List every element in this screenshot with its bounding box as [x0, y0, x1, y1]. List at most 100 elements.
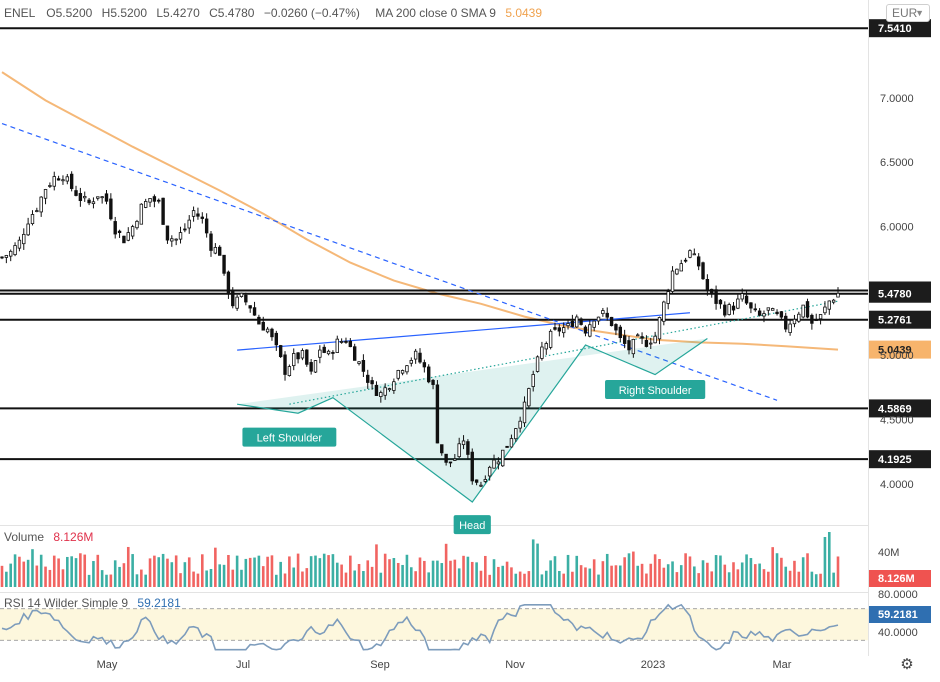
- volume-bar: [362, 571, 365, 587]
- pattern-fill[interactable]: [237, 338, 708, 503]
- volume-bar: [740, 562, 744, 587]
- rsi-band-fill: [0, 608, 868, 641]
- volume-bar: [618, 565, 622, 587]
- level-badge: [869, 19, 931, 38]
- candle-body: [496, 461, 501, 465]
- candle-body: [387, 388, 392, 391]
- candle-body: [570, 320, 575, 327]
- candle-body: [831, 299, 836, 303]
- volume-bar: [270, 555, 274, 587]
- trendline-dashed[interactable]: [1, 122, 778, 401]
- candle-body: [588, 324, 592, 337]
- symbol-label: ENEL: [4, 6, 36, 20]
- candle-body: [74, 190, 78, 196]
- volume-bar: [227, 554, 230, 587]
- time-axis-label: Nov: [505, 659, 525, 671]
- pattern-label-text: Right Shoulder: [619, 385, 692, 397]
- volume-bar: [775, 553, 779, 587]
- volume-bar: [196, 573, 200, 587]
- candle-body: [644, 339, 649, 347]
- volume-bar: [418, 557, 422, 587]
- volume-bar: [706, 562, 709, 587]
- volume-bar: [244, 558, 248, 587]
- rsi-axis-tick-80: 80.0000: [878, 589, 918, 601]
- volume-bar: [832, 572, 835, 587]
- low-value: 5.4270: [163, 6, 200, 20]
- volume-bar: [31, 549, 34, 587]
- candle-body: [357, 361, 361, 364]
- candle-body: [322, 346, 326, 353]
- candle-body: [683, 259, 688, 262]
- volume-bar: [693, 566, 696, 587]
- volume-bar: [100, 570, 104, 587]
- trendline-solid[interactable]: [237, 312, 691, 351]
- candle-body: [422, 362, 427, 368]
- candle-body: [83, 195, 87, 199]
- volume-bar: [444, 543, 448, 587]
- level-badge-text: 4.5869: [878, 403, 912, 415]
- head-shoulders-pattern[interactable]: [237, 338, 708, 503]
- pattern-outline[interactable]: [237, 338, 708, 503]
- pattern-labels[interactable]: Left Shoulder Head Right Shoulder: [242, 380, 706, 535]
- volume-bar: [431, 560, 435, 587]
- rsi-axis-tick-40: 40.0000: [878, 627, 918, 639]
- candle-body: [823, 306, 827, 314]
- price-axis[interactable]: 7.0000 6.5000 6.0000 5.0000 4.5000 4.0000: [880, 93, 914, 491]
- currency-selector[interactable]: EUR ▼: [886, 4, 930, 22]
- volume-bar: [662, 567, 666, 587]
- candle-body: [148, 198, 152, 203]
- candle-body: [61, 179, 65, 182]
- rsi-last-badge-text: 59.2181: [878, 609, 918, 621]
- candle-body: [440, 444, 444, 454]
- candle-body: [278, 345, 283, 358]
- candle-body: [553, 327, 557, 330]
- candle-body: [213, 247, 218, 254]
- time-axis-label: Sep: [370, 659, 390, 671]
- candle-body: [396, 370, 400, 379]
- candle-body: [96, 196, 100, 199]
- volume-bar: [379, 572, 383, 587]
- pattern-label-box[interactable]: [242, 427, 337, 447]
- volume-bar: [527, 571, 531, 587]
- horizontal-levels[interactable]: 7.54105.50315.47805.27615.04394.58694.19…: [0, 19, 931, 469]
- volume-bar: [157, 557, 161, 587]
- trendlines[interactable]: [1, 122, 839, 405]
- price-tick-label: 7.0000: [880, 93, 914, 105]
- volume-bar: [501, 565, 505, 587]
- volume-bar: [544, 570, 548, 587]
- candle-body: [461, 440, 466, 446]
- candle-body: [618, 326, 622, 339]
- candle-body: [718, 299, 723, 305]
- volume-bar: [806, 553, 809, 587]
- volume-bar: [205, 570, 208, 587]
- volume-bar: [814, 574, 818, 587]
- volume-bar: [584, 567, 587, 587]
- volume-bar: [523, 573, 526, 587]
- candle-body: [575, 316, 579, 328]
- volume-bar: [658, 559, 661, 587]
- volume-bar: [758, 563, 761, 587]
- volume-bar: [819, 573, 822, 587]
- pattern-label-box[interactable]: [453, 515, 491, 535]
- candle-body: [244, 294, 248, 303]
- volume-bar: [109, 574, 113, 587]
- candle-body: [501, 449, 505, 467]
- volume-bar: [475, 562, 478, 587]
- volume-bar: [540, 574, 544, 587]
- volume-bar: [13, 554, 17, 587]
- gear-icon[interactable]: ⚙: [900, 656, 914, 673]
- volume-bar: [126, 546, 130, 587]
- trendline-dotted[interactable]: [289, 300, 839, 405]
- candle-body: [4, 255, 9, 258]
- candle-body: [487, 466, 492, 477]
- volume-bar: [261, 566, 265, 587]
- volume-bar: [366, 560, 370, 587]
- candle-body: [753, 308, 757, 311]
- volume-bar: [484, 555, 487, 587]
- volume-bar: [231, 569, 235, 587]
- volume-bar: [288, 556, 291, 587]
- time-axis[interactable]: May Jul Sep Nov 2023 Mar: [97, 659, 792, 671]
- volume-bar: [671, 561, 674, 587]
- pattern-label-box[interactable]: [605, 380, 706, 399]
